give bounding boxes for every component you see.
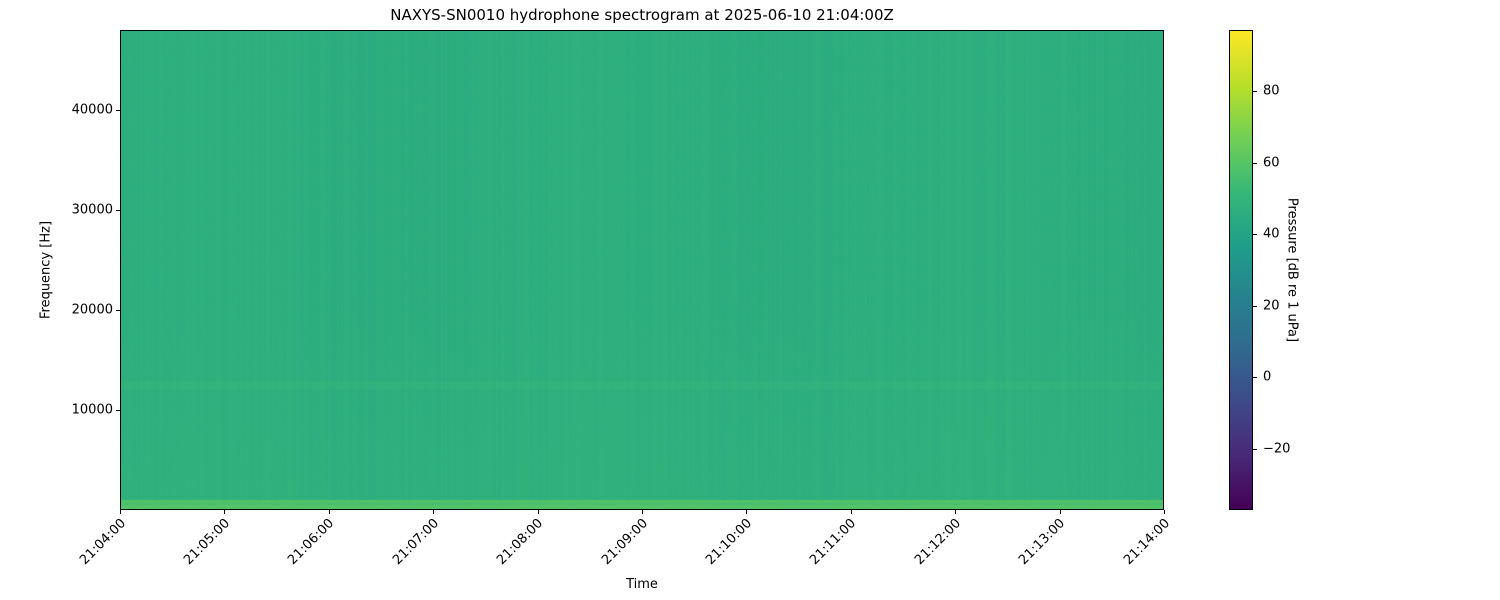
colorbar-tick-mark bbox=[1253, 305, 1257, 307]
x-tick-label: 21:06:00 bbox=[285, 516, 338, 568]
y-tick-mark bbox=[116, 310, 120, 311]
spectrogram-image bbox=[121, 31, 1163, 509]
x-tick-label: 21:07:00 bbox=[389, 516, 442, 568]
colorbar-tick-mark bbox=[1253, 162, 1257, 164]
x-tick-mark bbox=[746, 510, 748, 514]
y-axis-label: Frequency [Hz] bbox=[38, 220, 54, 320]
colorbar-tick-label: 20 bbox=[1263, 298, 1280, 314]
y-tick-label: 40000 bbox=[71, 102, 113, 118]
x-tick-mark bbox=[850, 510, 852, 514]
plot-area bbox=[120, 30, 1164, 510]
y-tick-label: 10000 bbox=[71, 402, 113, 418]
colorbar-tick-mark bbox=[1253, 234, 1257, 236]
colorbar bbox=[1229, 30, 1253, 510]
x-tick-label: 21:11:00 bbox=[807, 516, 860, 568]
y-tick-mark bbox=[116, 210, 120, 211]
colorbar-tick-mark bbox=[1253, 90, 1257, 92]
colorbar-tick-label: 80 bbox=[1263, 83, 1280, 99]
x-tick-mark bbox=[1059, 510, 1061, 514]
colorbar-tick-mark bbox=[1253, 449, 1257, 451]
x-tick-mark bbox=[224, 510, 226, 514]
x-tick-mark bbox=[642, 510, 643, 514]
x-tick-mark bbox=[955, 510, 957, 514]
x-tick-label: 21:10:00 bbox=[703, 516, 756, 568]
x-tick-label: 21:05:00 bbox=[181, 516, 234, 568]
colorbar-tick-label: 0 bbox=[1263, 369, 1272, 385]
y-tick-mark bbox=[116, 110, 120, 111]
x-tick-mark bbox=[433, 510, 435, 514]
x-tick-mark bbox=[537, 510, 539, 514]
y-tick-label: 30000 bbox=[71, 202, 113, 218]
colorbar-tick-label: −20 bbox=[1263, 441, 1291, 457]
colorbar-label: Pressure [dB re 1 uPa] bbox=[1284, 197, 1300, 343]
x-tick-label: 21:14:00 bbox=[1120, 516, 1173, 568]
x-tick-label: 21:04:00 bbox=[76, 516, 129, 568]
x-tick-label: 21:12:00 bbox=[911, 516, 964, 568]
colorbar-tick-label: 60 bbox=[1263, 155, 1280, 171]
x-tick-mark bbox=[328, 510, 330, 514]
x-tick-label: 21:13:00 bbox=[1016, 516, 1069, 568]
colorbar-tick-label: 40 bbox=[1263, 226, 1280, 242]
y-tick-mark bbox=[116, 410, 120, 411]
y-tick-label: 20000 bbox=[71, 302, 113, 318]
x-tick-label: 21:08:00 bbox=[494, 516, 547, 568]
x-axis-label: Time bbox=[626, 577, 658, 592]
x-tick-label: 21:09:00 bbox=[598, 516, 651, 568]
chart-title: NAXYS-SN0010 hydrophone spectrogram at 2… bbox=[390, 6, 894, 24]
x-tick-mark bbox=[120, 510, 121, 514]
colorbar-tick-mark bbox=[1253, 377, 1257, 379]
x-tick-mark bbox=[1164, 510, 1165, 514]
